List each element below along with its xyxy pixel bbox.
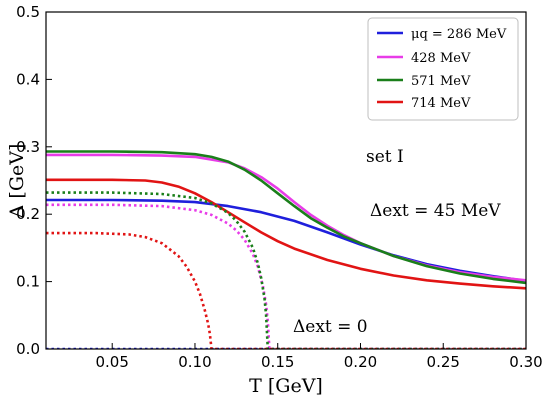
y-tick-label: 0.0 (16, 340, 40, 358)
series-line-7-dotted (46, 231, 526, 349)
x-tick-label: 0.05 (96, 353, 129, 371)
y-tick-label: 0.3 (16, 138, 40, 156)
x-tick-label: 0.25 (427, 353, 460, 371)
y-tick-label: 0.1 (16, 273, 40, 291)
series-line-6-dotted (46, 191, 526, 349)
x-axis-label: T [GeV] (249, 375, 323, 397)
legend-label-714: 714 MeV (411, 96, 471, 111)
y-tick-label: 0.4 (16, 70, 40, 88)
y-tick-label: 0.2 (16, 205, 40, 223)
ticks-layer: 0.05 0.10 0.15 0.20 0.25 0.30 0.0 0.1 0.2 0.3 0.4 0… (16, 3, 543, 371)
annotation-delta-ext-0: Δext = 0 (293, 317, 368, 337)
annotation-delta-ext-45: Δext = 45 MeV (370, 201, 501, 221)
y-tick-label: 0.5 (16, 3, 40, 21)
legend-box (367, 17, 519, 121)
y-axis-label: Δ [GeV] (6, 144, 28, 219)
x-tick-label: 0.30 (509, 353, 542, 371)
x-tick-label: 0.10 (178, 353, 211, 371)
plot-frame (45, 11, 527, 350)
series-line-2-solid (46, 150, 526, 285)
series-line-5-dotted (46, 203, 526, 349)
legend: μq = 286 MeV 428 MeV 571 MeV 714 MeV (367, 17, 519, 121)
series-line-0-solid (46, 198, 526, 283)
series-layer (46, 150, 526, 349)
legend-label-428: 428 MeV (411, 51, 471, 66)
series-line-3-solid (46, 178, 526, 290)
x-tick-label: 0.15 (261, 353, 294, 371)
annotation-set: set I (366, 147, 404, 167)
x-tick-label: 0.20 (344, 353, 377, 371)
legend-label-286: μq = 286 MeV (411, 27, 507, 42)
legend-label-571: 571 MeV (411, 74, 471, 89)
